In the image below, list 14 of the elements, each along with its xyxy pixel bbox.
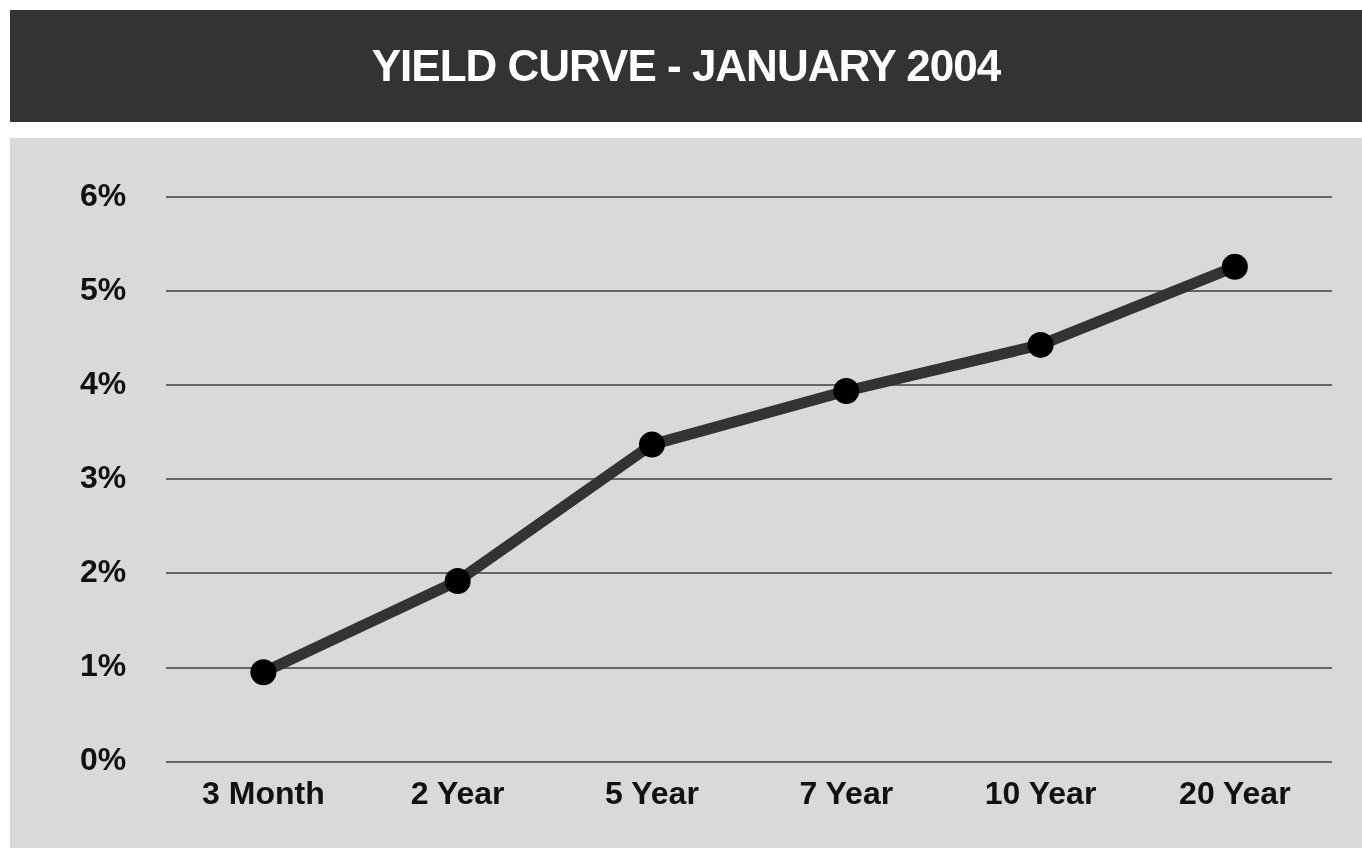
y-tick-label: 5%: [80, 271, 127, 308]
x-tick-label: 3 Month: [202, 774, 325, 811]
x-tick-label: 5 Year: [605, 774, 699, 811]
y-tick-label: 0%: [80, 741, 127, 778]
y-tick-label: 1%: [80, 647, 127, 684]
x-tick-label: 2 Year: [410, 774, 505, 811]
y-tick-label: 2%: [80, 553, 127, 590]
x-tick-label: 20 Year: [1179, 774, 1291, 811]
chart-title: YIELD CURVE - JANUARY 2004: [10, 10, 1362, 122]
x-tick-label: 10 Year: [984, 774, 1097, 811]
y-tick-label: 3%: [80, 459, 127, 496]
x-tick-label: 7 Year: [799, 774, 894, 811]
y-tick-label: 4%: [80, 365, 127, 402]
y-tick-label: 6%: [80, 177, 127, 214]
